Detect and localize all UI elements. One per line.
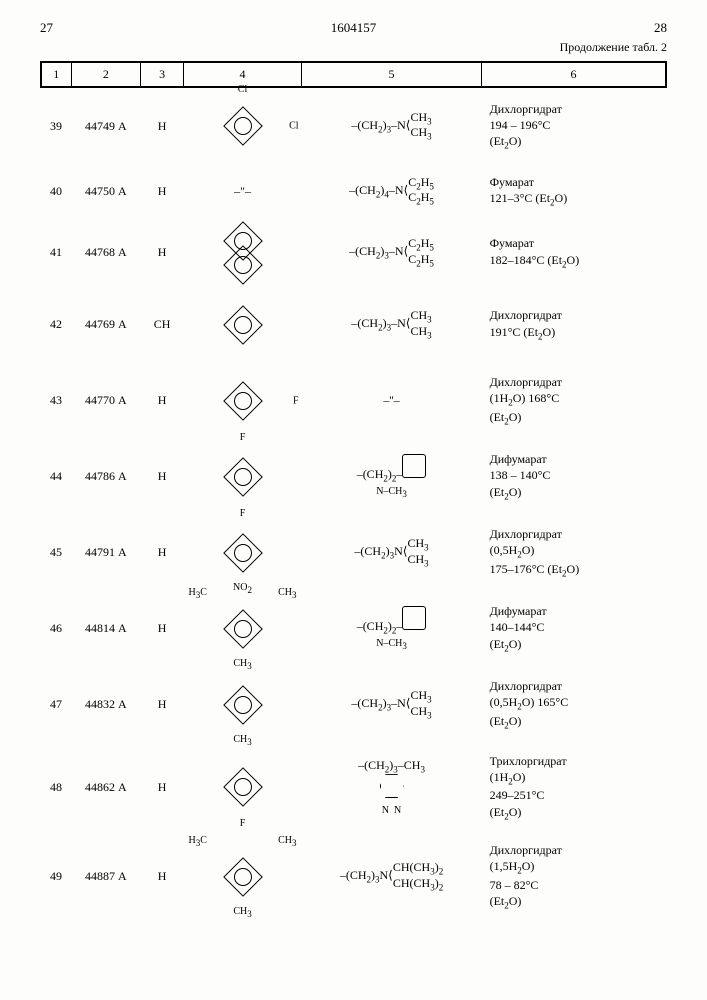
cell-structure-r3: –(CH2)3–CH3N N: [301, 743, 481, 832]
cell-note: Дихлоргидрат(0,5H2O)175–176°C (Et2O): [482, 515, 666, 591]
table-row: 4544791 АНNO2–(CH2)3N⟨CH3CH3Дихлоргидрат…: [41, 515, 666, 591]
table-row: 3944749 АНClCl–(CH2)3–N⟨CH3CH3Дихлоргидр…: [41, 87, 666, 164]
col-2: 2: [71, 62, 141, 87]
cell-note: Дихлоргидрат(1H2O) 168°C(Et2O): [482, 363, 666, 439]
cell-structure-r3: –(CH2)4–N⟨C2H5C2H5: [301, 164, 481, 219]
table-row: 4444786 АНF–(CH2)2–N–CH3Дифумарат138 – 1…: [41, 439, 666, 515]
cell-index: 44: [41, 439, 71, 515]
cell-code: 44768 А: [71, 219, 141, 287]
table-row: 4144768 АН –(CH2)3–N⟨C2H5C2H5Фумарат182–1…: [41, 219, 666, 287]
cell-code: 44832 А: [71, 667, 141, 743]
cell-r1: Н: [141, 439, 184, 515]
cell-note: Дифумарат140–144°C(Et2O): [482, 591, 666, 667]
cell-structure-r3: –(CH2)3–N⟨CH3CH3: [301, 667, 481, 743]
cell-structure-r2: CH3: [184, 667, 302, 743]
cell-structure-r2: F: [184, 743, 302, 832]
cell-code: 44862 А: [71, 743, 141, 832]
cell-index: 42: [41, 287, 71, 363]
cell-index: 46: [41, 591, 71, 667]
col-1: 1: [41, 62, 71, 87]
cell-structure-r3: –(CH2)2–N–CH3: [301, 439, 481, 515]
cell-index: 43: [41, 363, 71, 439]
cell-note: Дифумарат138 – 140°C(Et2O): [482, 439, 666, 515]
page-header: 27 1604157 28: [40, 20, 667, 36]
cell-r1: Н: [141, 515, 184, 591]
cell-code: 44887 А: [71, 832, 141, 921]
table-row: 4244769 АСН –(CH2)3–N⟨CH3CH3Дихлоргидрат1…: [41, 287, 666, 363]
cell-structure-r2: H3CCH3CH3: [184, 832, 302, 921]
cell-index: 47: [41, 667, 71, 743]
table-row: 4644814 АНH3CCH3CH3–(CH2)2–N–CH3Дифумара…: [41, 591, 666, 667]
cell-structure-r2: FF: [184, 363, 302, 439]
cell-note: Фумарат182–184°C (Et2O): [482, 219, 666, 287]
col-3: 3: [141, 62, 184, 87]
cell-structure-r2: H3CCH3CH3: [184, 591, 302, 667]
cell-index: 40: [41, 164, 71, 219]
cell-r1: Н: [141, 87, 184, 164]
cell-structure-r2: [184, 219, 302, 287]
cell-r1: Н: [141, 591, 184, 667]
cell-note: Фумарат121–3°C (Et2O): [482, 164, 666, 219]
table-row: 4344770 АНFF–''–Дихлоргидрат(1H2O) 168°C…: [41, 363, 666, 439]
cell-code: 44749 А: [71, 87, 141, 164]
table-row: 4944887 АНH3CCH3CH3–(CH2)3N⟨CH(CH3)2CH(C…: [41, 832, 666, 921]
cell-index: 49: [41, 832, 71, 921]
cell-index: 45: [41, 515, 71, 591]
doc-number: 1604157: [53, 20, 654, 36]
cell-code: 44770 А: [71, 363, 141, 439]
cell-r1: СН: [141, 287, 184, 363]
col-5: 5: [301, 62, 481, 87]
cell-r1: Н: [141, 667, 184, 743]
table-row: 4044750 АН–"––(CH2)4–N⟨C2H5C2H5Фумарат12…: [41, 164, 666, 219]
cell-code: 44814 А: [71, 591, 141, 667]
cell-structure-r3: –''–: [301, 363, 481, 439]
cell-structure-r3: –(CH2)3–N⟨CH3CH3: [301, 87, 481, 164]
table-header-row: 1 2 3 4 5 6: [41, 62, 666, 87]
cell-structure-r2: [184, 287, 302, 363]
cell-note: Трихлоргидрат(1H2O)249–251°C(Et2O): [482, 743, 666, 832]
cell-note: Дихлоргидрат(0,5H2O) 165°C(Et2O): [482, 667, 666, 743]
cell-structure-r3: –(CH2)3–N⟨CH3CH3: [301, 287, 481, 363]
cell-structure-r2: NO2: [184, 515, 302, 591]
cell-index: 41: [41, 219, 71, 287]
cell-code: 44791 А: [71, 515, 141, 591]
cell-code: 44786 А: [71, 439, 141, 515]
cell-index: 48: [41, 743, 71, 832]
cell-r1: Н: [141, 164, 184, 219]
page-right: 28: [654, 20, 667, 36]
cell-index: 39: [41, 87, 71, 164]
col-6: 6: [482, 62, 666, 87]
cell-note: Дихлоргидрат191°C (Et2O): [482, 287, 666, 363]
cell-structure-r2: –"–: [184, 164, 302, 219]
cell-note: Дихлоргидрат(1,5H2O)78 – 82°C(Et2O): [482, 832, 666, 921]
cell-structure-r3: –(CH2)2–N–CH3: [301, 591, 481, 667]
table-row: 4744832 АНCH3–(CH2)3–N⟨CH3CH3Дихлоргидра…: [41, 667, 666, 743]
cell-structure-r3: –(CH2)3N⟨CH(CH3)2CH(CH3)2: [301, 832, 481, 921]
cell-r1: Н: [141, 743, 184, 832]
cell-note: Дихлоргидрат194 – 196°C(Et2O): [482, 87, 666, 164]
cell-r1: Н: [141, 832, 184, 921]
cell-structure-r3: –(CH2)3N⟨CH3CH3: [301, 515, 481, 591]
cell-code: 44769 А: [71, 287, 141, 363]
cell-structure-r2: ClCl: [184, 87, 302, 164]
cell-code: 44750 А: [71, 164, 141, 219]
cell-r1: Н: [141, 363, 184, 439]
table-row: 4844862 АНF–(CH2)3–CH3N NТрихлоргидрат(1…: [41, 743, 666, 832]
cell-r1: Н: [141, 219, 184, 287]
cell-structure-r2: F: [184, 439, 302, 515]
cell-structure-r3: –(CH2)3–N⟨C2H5C2H5: [301, 219, 481, 287]
continuation-label: Продолжение табл. 2: [40, 40, 667, 55]
page-left: 27: [40, 20, 53, 36]
chemical-table: 1 2 3 4 5 6 3944749 АНClCl–(CH2)3–N⟨CH3C…: [40, 61, 667, 922]
